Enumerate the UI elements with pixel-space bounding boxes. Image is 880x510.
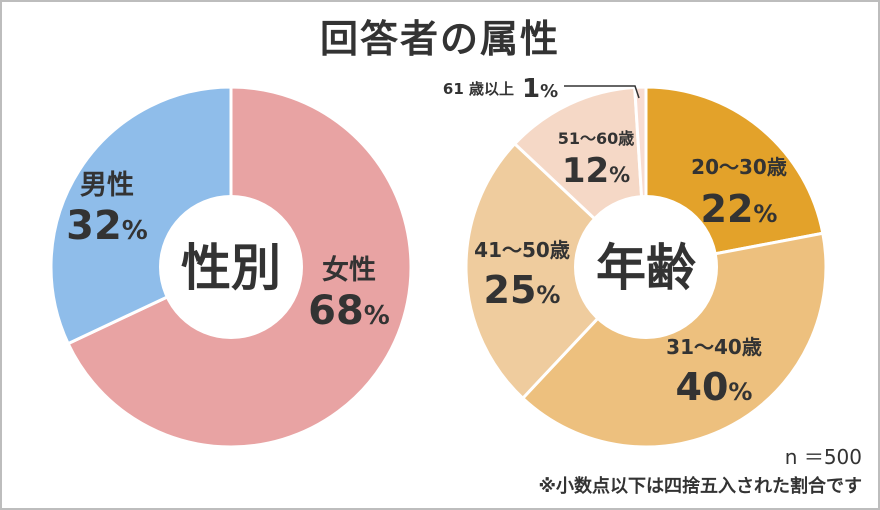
label-61-plus-name: 61 歳以上 — [443, 80, 514, 98]
percent-sign: % — [364, 301, 390, 331]
slice-41-50 — [464, 141, 649, 401]
donut-hole — [159, 195, 303, 339]
slice-31-40 — [520, 231, 828, 449]
chart-title: 回答者の属性 — [319, 17, 560, 61]
donut-hole — [574, 195, 718, 339]
rounding-note: ※小数点以下は四捨五入された割合です — [538, 476, 863, 497]
label-51-60-name: 51～60歳 — [558, 129, 635, 148]
sample-size: n ＝500 — [784, 445, 862, 469]
percent-sign: % — [122, 216, 148, 246]
percent-sign: % — [540, 81, 558, 102]
percent-sign: % — [728, 378, 752, 406]
percent-sign: % — [536, 281, 560, 309]
center-label-age: 年齢 — [596, 239, 696, 297]
label-male-name: 男性 — [80, 170, 134, 201]
label-61-plus-value: 1% — [522, 74, 558, 104]
percent-sign: % — [609, 163, 630, 187]
label-31-40-name: 31～40歳 — [666, 335, 762, 359]
label-20-30-name: 20～30歳 — [691, 155, 787, 179]
percent-sign: % — [753, 200, 777, 228]
center-label-gender: 性別 — [181, 239, 281, 297]
label-female-name: 女性 — [322, 254, 376, 286]
leader-line-61-plus — [564, 85, 640, 99]
age-donut: 年齢20～30歳22%31～40歳40%41～50歳25%51～60歳12%61… — [443, 74, 828, 449]
label-41-50-name: 41～50歳 — [474, 238, 570, 262]
